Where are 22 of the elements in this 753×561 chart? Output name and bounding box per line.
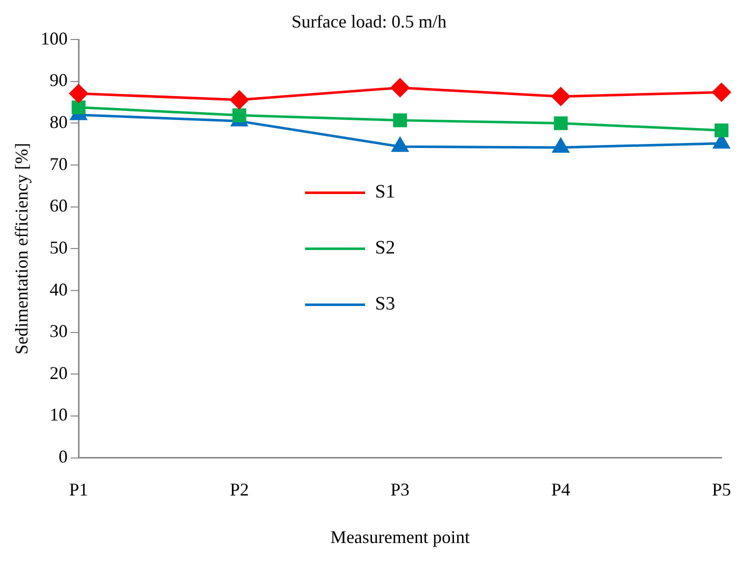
x-tick-label: P2	[230, 479, 249, 500]
y-tick-label: 60	[50, 196, 68, 216]
x-tick-label: P3	[390, 479, 410, 500]
y-tick-label: 100	[40, 28, 68, 48]
x-tick-label: P1	[69, 479, 88, 500]
y-tick-label: 20	[50, 362, 68, 383]
legend-label: S3	[375, 294, 396, 315]
y-tick-label: 70	[50, 154, 68, 174]
x-tick-label: P4	[551, 479, 570, 500]
y-tick-label: 80	[50, 112, 68, 132]
y-tick-label: 0	[58, 446, 68, 467]
y-tick-label: 50	[50, 237, 68, 258]
y-tick-label: 30	[50, 321, 68, 342]
y-tick-label: 90	[50, 70, 68, 90]
chart-title: Surface load: 0.5 m/h	[292, 12, 446, 32]
y-axis-title: Sedimentation efficiency [%]	[12, 142, 32, 354]
y-tick-label: 40	[50, 279, 68, 300]
legend-label: S1	[375, 182, 396, 203]
x-axis-title: Measurement point	[330, 526, 470, 547]
y-tick-label: 10	[50, 404, 68, 425]
x-tick-label: P5	[712, 479, 731, 500]
legend-label: S2	[375, 238, 396, 259]
